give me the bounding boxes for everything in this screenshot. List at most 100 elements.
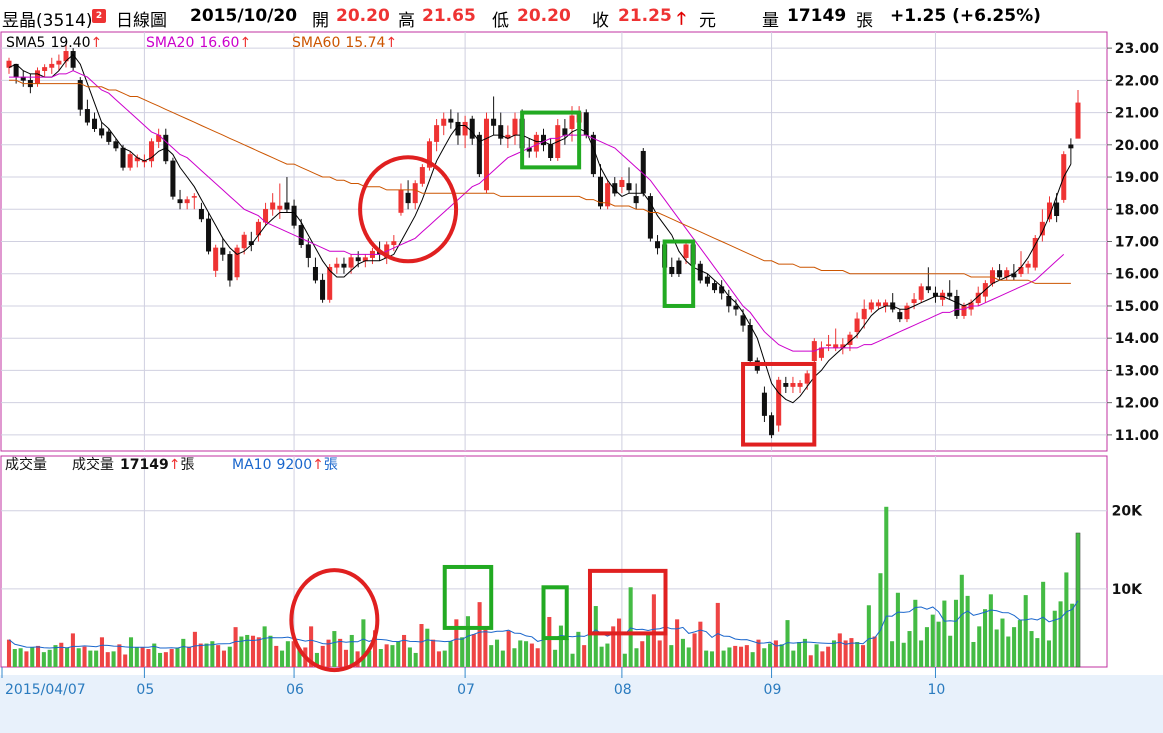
- volume-bar: [837, 633, 842, 667]
- volume-bar: [326, 639, 331, 667]
- volume-bar: [791, 650, 796, 667]
- volume-bar: [936, 621, 941, 667]
- volume-bar: [1046, 640, 1051, 667]
- volume-bar: [402, 634, 407, 667]
- candle-down: [1068, 144, 1074, 149]
- volume-bar: [680, 638, 685, 667]
- volume-pane: [0, 455, 1108, 668]
- candle-up: [790, 383, 796, 387]
- volume-bar: [123, 654, 128, 667]
- volume-bar: [675, 619, 680, 667]
- volume-bar: [1012, 627, 1017, 667]
- price-tick-label: 11.00: [1115, 428, 1160, 444]
- volume-bar: [175, 647, 180, 667]
- candle-down: [712, 283, 718, 291]
- candle-down: [341, 263, 347, 268]
- candle-up: [605, 183, 611, 207]
- candle-down: [740, 315, 746, 326]
- candle-up: [1039, 221, 1045, 236]
- candle-down: [669, 266, 675, 275]
- green-box-annotation: [662, 239, 696, 308]
- candle-down: [540, 134, 547, 146]
- candle-down: [99, 128, 105, 136]
- volume-bar: [233, 627, 238, 667]
- volume-bar: [70, 633, 75, 667]
- sma60-line: [9, 79, 1071, 284]
- candle-up: [270, 202, 276, 210]
- price-tick-label: 23.00: [1115, 41, 1160, 57]
- candle-down: [491, 118, 497, 126]
- candle-up: [277, 205, 283, 210]
- candle-down: [733, 305, 739, 310]
- red-box-annotation: [741, 361, 817, 447]
- volume-bar: [431, 639, 436, 667]
- volume-bar: [768, 643, 773, 667]
- price-tick-label: 13.00: [1115, 363, 1160, 379]
- candle-down: [562, 128, 568, 136]
- candle-up: [348, 257, 354, 268]
- candle-up: [441, 118, 447, 126]
- candle-down: [20, 76, 26, 81]
- candle-down: [590, 134, 596, 175]
- candle-down: [320, 279, 326, 300]
- candle-down: [227, 254, 233, 281]
- volume-bar: [59, 642, 64, 667]
- volume-bar: [477, 602, 482, 667]
- sma5-line: [8, 53, 1072, 404]
- volume-bar: [779, 644, 784, 667]
- candle-up: [391, 241, 397, 246]
- volume-bar: [117, 644, 122, 667]
- volume-bar: [895, 592, 900, 667]
- volume-bar: [355, 651, 360, 667]
- volume-bar: [657, 640, 662, 667]
- candle-down: [655, 241, 661, 249]
- legend-ma10-value: 9200: [276, 457, 312, 473]
- candle-down: [704, 276, 710, 284]
- volume-bar: [250, 635, 256, 667]
- legend-sma20: SMA20 16.60↑: [146, 35, 251, 51]
- volume-bar: [489, 645, 494, 667]
- volume-bar: [494, 639, 500, 667]
- candle-down: [84, 109, 90, 123]
- volume-bar: [570, 653, 575, 667]
- volume-bar: [884, 506, 889, 667]
- volume-bar: [1070, 603, 1075, 667]
- volume-bar: [599, 646, 604, 667]
- stock-name: 昱晶(3514): [2, 11, 93, 31]
- legend-series-value: 15.74: [345, 35, 385, 51]
- volume-bar: [436, 651, 441, 667]
- volume-bar: [239, 636, 244, 667]
- legend-up-arrow-icon: ↑: [239, 35, 251, 51]
- volume-bar: [576, 631, 581, 667]
- candle-down: [77, 80, 83, 110]
- candle-down: [70, 51, 76, 68]
- volume-bar: [582, 645, 587, 667]
- volume-bar: [204, 643, 209, 667]
- volume-bar: [721, 650, 726, 667]
- candle-up: [434, 125, 440, 142]
- candle-up: [569, 115, 575, 129]
- volume-bar: [983, 609, 988, 667]
- candle-up: [797, 383, 803, 387]
- date-tick-label: 2015/04/07: [5, 682, 86, 698]
- candle-up: [483, 118, 489, 191]
- volume-bar: [866, 605, 871, 667]
- volume-bar: [221, 650, 226, 667]
- candle-up: [875, 302, 881, 307]
- volume-bar: [82, 646, 87, 667]
- price-tick-label: 22.00: [1115, 73, 1160, 89]
- candle-up: [327, 266, 333, 300]
- volume-bar: [500, 650, 505, 667]
- date-tick-label: 06: [286, 682, 304, 698]
- open-value: 20.20: [336, 6, 390, 26]
- volume-bar: [1006, 636, 1011, 667]
- volume-bar: [1035, 638, 1040, 667]
- volume-bar: [210, 641, 215, 667]
- price-tick-label: 18.00: [1115, 202, 1160, 218]
- stock-icon[interactable]: 2: [92, 9, 106, 23]
- candle-up: [149, 141, 155, 162]
- volume-bar: [738, 646, 744, 667]
- candle-up: [1032, 237, 1038, 268]
- volume-bar: [814, 644, 819, 667]
- volume-bar: [1075, 532, 1081, 668]
